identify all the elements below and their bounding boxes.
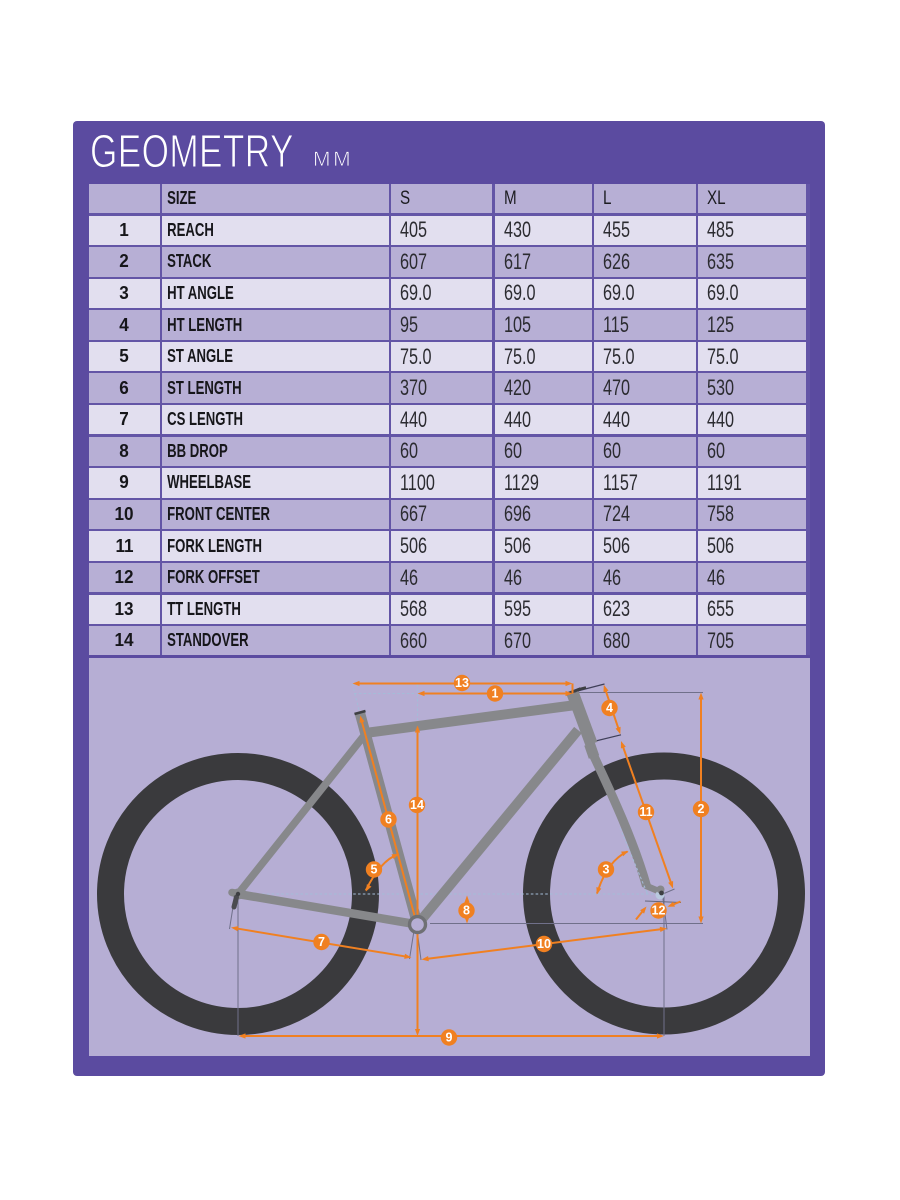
svg-text:11: 11 bbox=[639, 805, 652, 819]
svg-text:2: 2 bbox=[698, 802, 705, 816]
svg-text:9: 9 bbox=[446, 1031, 453, 1045]
svg-text:7: 7 bbox=[318, 935, 325, 949]
svg-text:4: 4 bbox=[606, 701, 613, 715]
svg-text:6: 6 bbox=[385, 813, 392, 827]
svg-text:10: 10 bbox=[537, 937, 551, 951]
svg-text:5: 5 bbox=[371, 863, 378, 877]
svg-text:12: 12 bbox=[652, 904, 666, 918]
svg-text:1: 1 bbox=[492, 687, 499, 701]
svg-text:14: 14 bbox=[410, 798, 424, 812]
svg-text:13: 13 bbox=[455, 676, 469, 690]
svg-text:8: 8 bbox=[463, 904, 470, 918]
svg-text:3: 3 bbox=[603, 863, 610, 877]
